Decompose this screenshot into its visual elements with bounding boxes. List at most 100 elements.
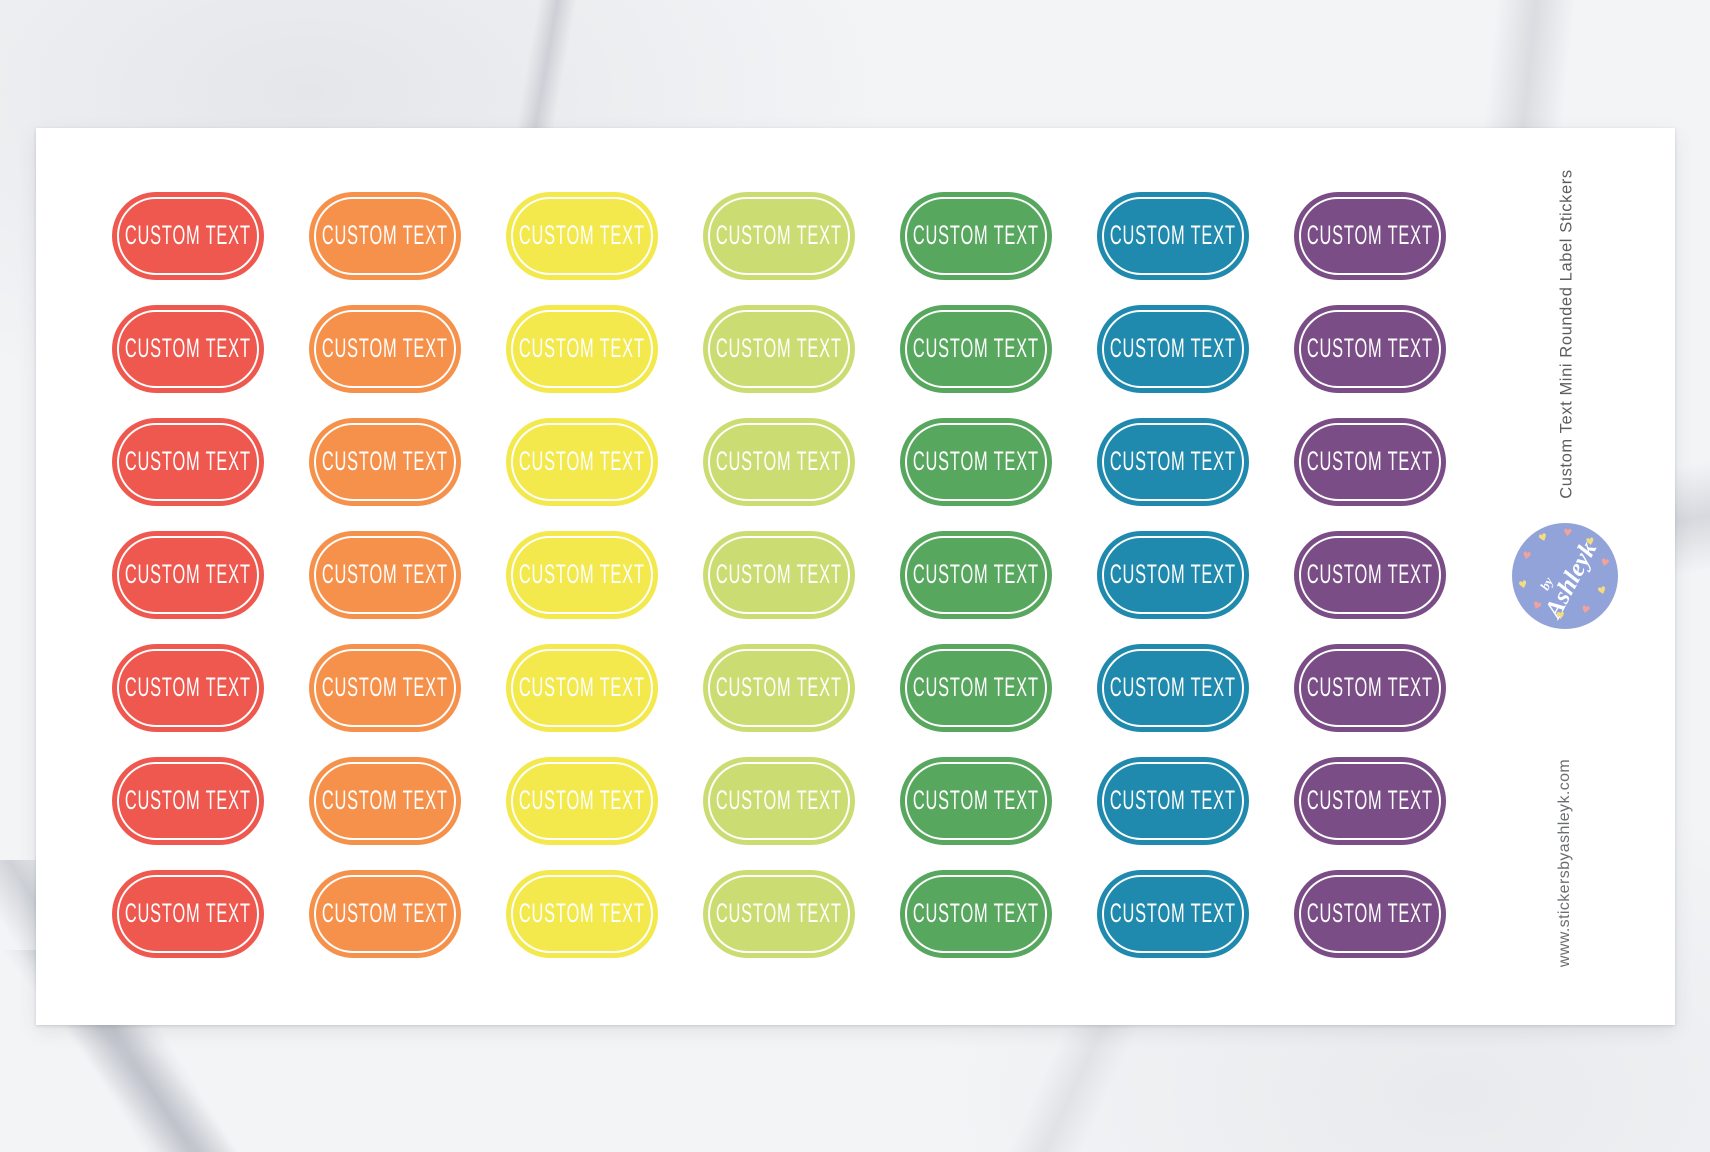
sticker-label: CUSTOM TEXT — [519, 446, 645, 476]
sticker-sheet: CUSTOM TEXT CUSTOM TEXT CUSTOM TEXT CUSTOM … — [36, 128, 1675, 1025]
sticker-orange: CUSTOM TEXT — [309, 192, 461, 280]
sticker-label: CUSTOM TEXT — [125, 785, 251, 815]
sticker-lime: CUSTOM TEXT — [703, 757, 855, 845]
sticker-orange: CUSTOM TEXT — [309, 644, 461, 732]
heart-icon: ♥ — [1517, 579, 1530, 592]
sticker-label: CUSTOM TEXT — [716, 446, 842, 476]
sticker-purple: CUSTOM TEXT — [1294, 192, 1446, 280]
sticker-green: CUSTOM TEXT — [900, 192, 1052, 280]
sticker-yellow: CUSTOM TEXT — [506, 192, 658, 280]
sticker-lime: CUSTOM TEXT — [703, 418, 855, 506]
sticker-label: CUSTOM TEXT — [322, 446, 448, 476]
sticker-label: CUSTOM TEXT — [913, 898, 1039, 928]
sticker-yellow: CUSTOM TEXT — [506, 531, 658, 619]
sticker-label: CUSTOM TEXT — [322, 333, 448, 363]
sticker-lime: CUSTOM TEXT — [703, 870, 855, 958]
sticker-label: CUSTOM TEXT — [1307, 220, 1433, 250]
sticker-red: CUSTOM TEXT — [112, 418, 264, 506]
sticker-green: CUSTOM TEXT — [900, 870, 1052, 958]
sticker-green: CUSTOM TEXT — [900, 644, 1052, 732]
website-url-vertical: www.stickersbyashleyk.com — [1556, 758, 1573, 968]
sticker-label: CUSTOM TEXT — [322, 898, 448, 928]
sticker-yellow: CUSTOM TEXT — [506, 870, 658, 958]
sticker-purple: CUSTOM TEXT — [1294, 531, 1446, 619]
sticker-red: CUSTOM TEXT — [112, 757, 264, 845]
heart-icon: ♥ — [1580, 604, 1592, 617]
sticker-label: CUSTOM TEXT — [519, 220, 645, 250]
sticker-label: CUSTOM TEXT — [1110, 446, 1236, 476]
sticker-label: CUSTOM TEXT — [716, 672, 842, 702]
sticker-red: CUSTOM TEXT — [112, 305, 264, 393]
sticker-red: CUSTOM TEXT — [112, 644, 264, 732]
sticker-orange: CUSTOM TEXT — [309, 870, 461, 958]
sticker-label: CUSTOM TEXT — [913, 785, 1039, 815]
heart-icon: ♥ — [1596, 584, 1609, 599]
sticker-orange: CUSTOM TEXT — [309, 418, 461, 506]
heart-icon: ♥ — [1521, 550, 1532, 563]
sticker-label: CUSTOM TEXT — [125, 672, 251, 702]
sticker-label: CUSTOM TEXT — [1110, 672, 1236, 702]
sticker-label: CUSTOM TEXT — [1307, 672, 1433, 702]
sticker-label: CUSTOM TEXT — [1307, 333, 1433, 363]
sticker-label: CUSTOM TEXT — [913, 446, 1039, 476]
sticker-green: CUSTOM TEXT — [900, 531, 1052, 619]
sticker-red: CUSTOM TEXT — [112, 192, 264, 280]
sticker-label: CUSTOM TEXT — [716, 333, 842, 363]
sticker-grid: CUSTOM TEXT CUSTOM TEXT CUSTOM TEXT CUSTOM … — [112, 192, 1446, 958]
sticker-label: CUSTOM TEXT — [913, 559, 1039, 589]
sticker-lime: CUSTOM TEXT — [703, 192, 855, 280]
sticker-label: CUSTOM TEXT — [519, 333, 645, 363]
sticker-teal: CUSTOM TEXT — [1097, 870, 1249, 958]
sticker-teal: CUSTOM TEXT — [1097, 192, 1249, 280]
sticker-yellow: CUSTOM TEXT — [506, 418, 658, 506]
sticker-purple: CUSTOM TEXT — [1294, 644, 1446, 732]
sticker-green: CUSTOM TEXT — [900, 305, 1052, 393]
sticker-teal: CUSTOM TEXT — [1097, 757, 1249, 845]
sticker-purple: CUSTOM TEXT — [1294, 870, 1446, 958]
sticker-green: CUSTOM TEXT — [900, 757, 1052, 845]
sticker-lime: CUSTOM TEXT — [703, 305, 855, 393]
brand-logo: ♥ ♥ ♥ ♥ ♥ ♥ ♥ ♥ ♥ ♥ by Ashleyk — [1512, 523, 1618, 629]
sticker-label: CUSTOM TEXT — [1110, 333, 1236, 363]
sticker-label: CUSTOM TEXT — [322, 220, 448, 250]
sticker-label: CUSTOM TEXT — [913, 333, 1039, 363]
sticker-label: CUSTOM TEXT — [716, 220, 842, 250]
sticker-label: CUSTOM TEXT — [1307, 785, 1433, 815]
sticker-teal: CUSTOM TEXT — [1097, 644, 1249, 732]
sticker-label: CUSTOM TEXT — [519, 559, 645, 589]
sticker-label: CUSTOM TEXT — [125, 898, 251, 928]
sticker-label: CUSTOM TEXT — [1110, 559, 1236, 589]
sticker-label: CUSTOM TEXT — [125, 446, 251, 476]
sticker-label: CUSTOM TEXT — [1110, 785, 1236, 815]
sticker-label: CUSTOM TEXT — [716, 559, 842, 589]
sticker-teal: CUSTOM TEXT — [1097, 418, 1249, 506]
sticker-label: CUSTOM TEXT — [913, 672, 1039, 702]
sticker-label: CUSTOM TEXT — [519, 672, 645, 702]
sticker-label: CUSTOM TEXT — [1307, 446, 1433, 476]
sticker-yellow: CUSTOM TEXT — [506, 644, 658, 732]
sticker-lime: CUSTOM TEXT — [703, 531, 855, 619]
heart-icon: ♥ — [1598, 557, 1611, 570]
sticker-yellow: CUSTOM TEXT — [506, 305, 658, 393]
sticker-teal: CUSTOM TEXT — [1097, 531, 1249, 619]
sticker-orange: CUSTOM TEXT — [309, 305, 461, 393]
sticker-label: CUSTOM TEXT — [716, 785, 842, 815]
sticker-lime: CUSTOM TEXT — [703, 644, 855, 732]
heart-icon: ♥ — [1537, 531, 1550, 546]
sticker-label: CUSTOM TEXT — [125, 333, 251, 363]
product-title-vertical: Custom Text Mini Rounded Label Stickers — [1557, 169, 1576, 499]
sticker-label: CUSTOM TEXT — [716, 898, 842, 928]
sticker-label: CUSTOM TEXT — [519, 898, 645, 928]
sticker-yellow: CUSTOM TEXT — [506, 757, 658, 845]
sticker-purple: CUSTOM TEXT — [1294, 757, 1446, 845]
sticker-label: CUSTOM TEXT — [125, 559, 251, 589]
sticker-label: CUSTOM TEXT — [519, 785, 645, 815]
sticker-label: CUSTOM TEXT — [1307, 898, 1433, 928]
sticker-purple: CUSTOM TEXT — [1294, 418, 1446, 506]
sticker-green: CUSTOM TEXT — [900, 418, 1052, 506]
sticker-label: CUSTOM TEXT — [1110, 898, 1236, 928]
sticker-label: CUSTOM TEXT — [913, 220, 1039, 250]
sticker-red: CUSTOM TEXT — [112, 870, 264, 958]
sticker-teal: CUSTOM TEXT — [1097, 305, 1249, 393]
